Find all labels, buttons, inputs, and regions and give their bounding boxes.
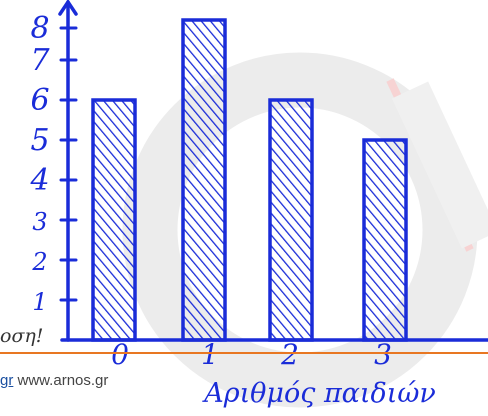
footer-links: gr www.arnos.gr xyxy=(0,372,108,389)
footer-link-b[interactable]: www.arnos.gr xyxy=(17,372,109,389)
bar-1 xyxy=(181,18,227,342)
y-tick-label-2: 2 xyxy=(31,248,47,276)
bar-2 xyxy=(268,98,314,342)
y-axis-arrow xyxy=(58,0,78,16)
y-tick-label-1: 1 xyxy=(32,288,47,316)
x-tick-label-0: 0 xyxy=(111,338,129,371)
y-tick-label-3: 3 xyxy=(32,208,47,236)
bar-0 xyxy=(91,98,137,342)
x-tick-label-2: 2 xyxy=(280,338,299,371)
footer-link-a[interactable]: gr xyxy=(0,372,14,389)
y-tick-label-7: 7 xyxy=(30,43,50,78)
bar-3 xyxy=(362,138,408,342)
footer-divider xyxy=(0,352,488,354)
x-tick-label-1: 1 xyxy=(201,338,219,371)
y-tick-label-8: 8 xyxy=(30,11,49,46)
y-tick-label-4: 4 xyxy=(29,163,49,198)
x-axis-label: Αριθμός παιδιών xyxy=(201,378,436,409)
footer-left-text: οση! xyxy=(0,325,44,347)
y-tick-label-5: 5 xyxy=(30,123,49,158)
x-tick-label-3: 3 xyxy=(374,338,392,371)
y-tick-label-6: 6 xyxy=(30,83,49,118)
